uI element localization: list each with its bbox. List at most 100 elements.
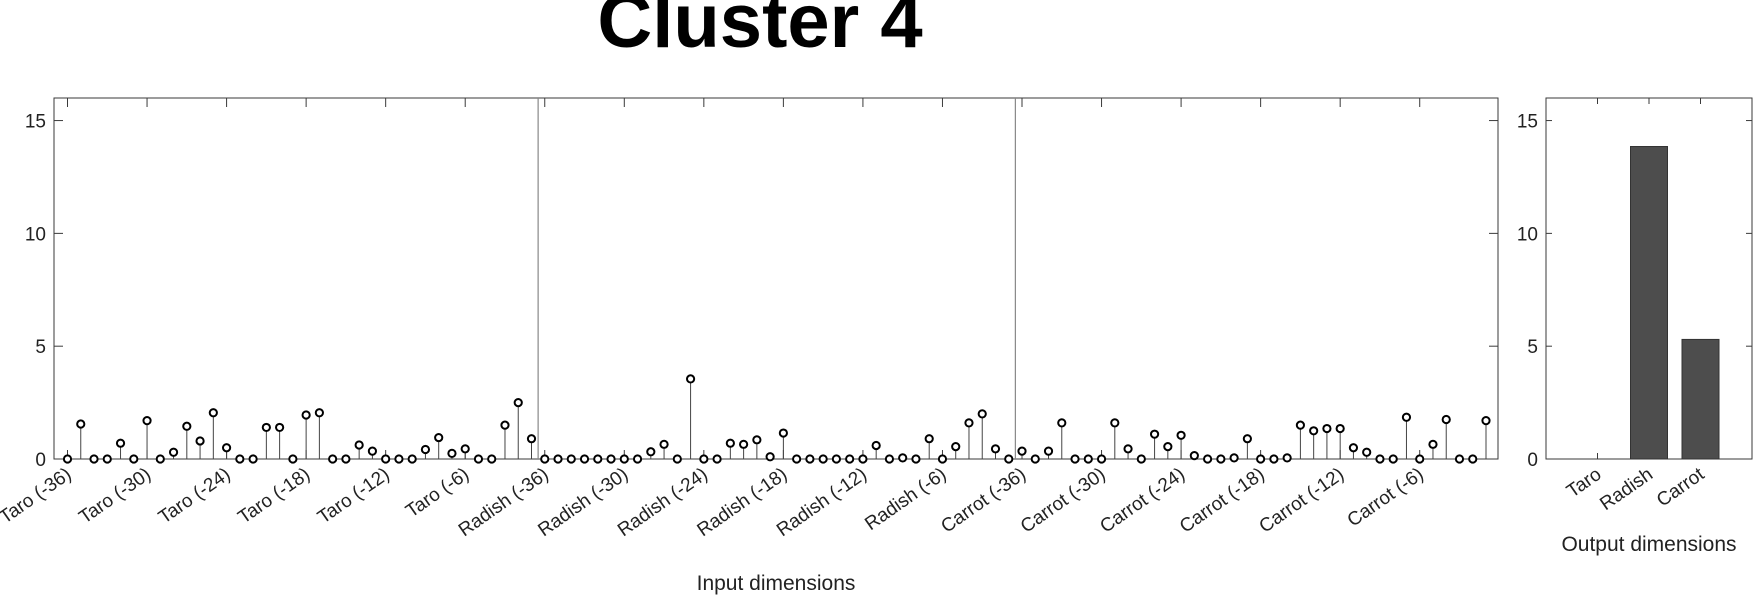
x-tick-label: Carrot (-12) — [1256, 464, 1348, 538]
x-tick-label: Carrot (-36) — [937, 464, 1029, 538]
stem-marker — [792, 454, 802, 464]
stem-marker — [394, 454, 404, 464]
x-tick-label: Radish (-6) — [861, 464, 950, 535]
bar-carrot — [1681, 338, 1720, 460]
stem-marker — [1083, 454, 1093, 464]
stem-plot-frame — [53, 97, 1499, 460]
stem-marker — [1096, 454, 1107, 464]
stem-marker — [1468, 454, 1478, 464]
stem-marker — [513, 397, 523, 408]
stem-marker — [1242, 434, 1252, 444]
stem-marker — [367, 446, 378, 456]
y-tick-label: 0 — [35, 450, 46, 471]
stem-marker — [553, 454, 563, 464]
stem-marker — [1375, 454, 1385, 464]
stem-marker — [1189, 451, 1199, 461]
stem-marker — [1401, 412, 1412, 422]
stem-marker — [155, 454, 165, 464]
stem-marker — [261, 422, 271, 433]
y-tick-label: 15 — [1517, 112, 1538, 133]
stem-marker — [1070, 454, 1080, 464]
stem-marker — [407, 454, 417, 464]
stem-marker — [540, 454, 550, 464]
stem-marker — [328, 454, 338, 464]
stem-marker — [314, 408, 324, 418]
stem-marker — [473, 454, 484, 464]
stem-marker — [354, 440, 364, 450]
y-tick-label: 10 — [25, 224, 46, 245]
stem-marker — [964, 418, 974, 428]
stem-marker — [805, 454, 815, 464]
stem-marker — [699, 454, 709, 464]
stem-marker — [739, 439, 749, 449]
y-tick-label: 0 — [1527, 450, 1538, 471]
stem-marker — [593, 454, 603, 464]
stem-marker — [500, 420, 510, 430]
x-tick-label: Carrot (-24) — [1096, 464, 1188, 538]
stem-marker — [1030, 454, 1040, 464]
y-tick-label: 5 — [35, 337, 46, 358]
stem-marker — [1136, 454, 1146, 464]
stem-marker — [951, 441, 961, 452]
stem-marker — [606, 454, 616, 464]
x-tick-label: Carrot (-18) — [1176, 464, 1268, 538]
x-tick-label: Carrot — [1653, 463, 1709, 511]
stem-marker — [1269, 454, 1279, 464]
stem-marker — [1481, 416, 1491, 426]
stem-marker — [977, 409, 987, 419]
x-tick-label: Carrot (-30) — [1017, 464, 1109, 538]
stem-marker — [1415, 454, 1425, 464]
stem-marker — [1203, 454, 1213, 464]
x-tick-label: Taro (-6) — [402, 464, 473, 522]
stem-marker — [195, 436, 205, 446]
stem-marker — [1123, 444, 1133, 454]
stem-marker — [115, 438, 126, 448]
stem-marker — [898, 453, 908, 463]
stem-marker — [168, 447, 179, 457]
stem-marker — [487, 454, 497, 464]
stem-marker — [619, 454, 629, 464]
stem-marker — [142, 416, 152, 426]
stem-marker — [89, 454, 99, 464]
stem-marker — [275, 422, 285, 433]
stem-marker — [858, 454, 868, 464]
stem-marker — [235, 454, 245, 464]
stem-marker — [659, 439, 669, 449]
stem-marker — [845, 454, 855, 464]
stem-marker — [924, 434, 934, 444]
x-tick-label: Taro (-18) — [234, 464, 314, 528]
stem-marker — [778, 428, 788, 438]
stem-marker — [1043, 446, 1054, 456]
stem-marker — [911, 454, 921, 464]
stem-marker — [1295, 420, 1306, 430]
stem-marker — [301, 410, 311, 420]
stem-marker — [1388, 454, 1398, 464]
stem-marker — [1441, 414, 1451, 425]
stem-marker — [447, 448, 457, 458]
stem-marker — [1176, 430, 1186, 440]
x-tick-label: Taro (-30) — [75, 464, 155, 528]
stem-marker — [566, 454, 576, 464]
stem-marker — [1057, 418, 1067, 428]
chart-title: Cluster 4 — [597, 0, 923, 64]
stem-marker — [76, 419, 86, 429]
stem-marker — [526, 434, 537, 444]
stem-marker — [381, 454, 391, 464]
stem-marker — [434, 432, 444, 443]
stem-marker — [460, 444, 470, 454]
stem-marker — [579, 454, 590, 464]
stem-marker — [818, 454, 828, 464]
stem-marker — [1282, 453, 1292, 463]
stem-marker — [1454, 454, 1465, 464]
stem-marker — [871, 440, 881, 451]
stem-marker — [420, 444, 431, 455]
x-tick-label: Carrot (-6) — [1344, 464, 1428, 531]
stem-marker — [1017, 446, 1027, 456]
y-tick-label: 5 — [1527, 337, 1538, 358]
stem-marker — [1335, 423, 1345, 434]
stem-marker — [1216, 454, 1226, 464]
stem-marker — [102, 454, 112, 464]
stem-marker — [990, 444, 1001, 454]
stem-marker — [208, 408, 218, 418]
